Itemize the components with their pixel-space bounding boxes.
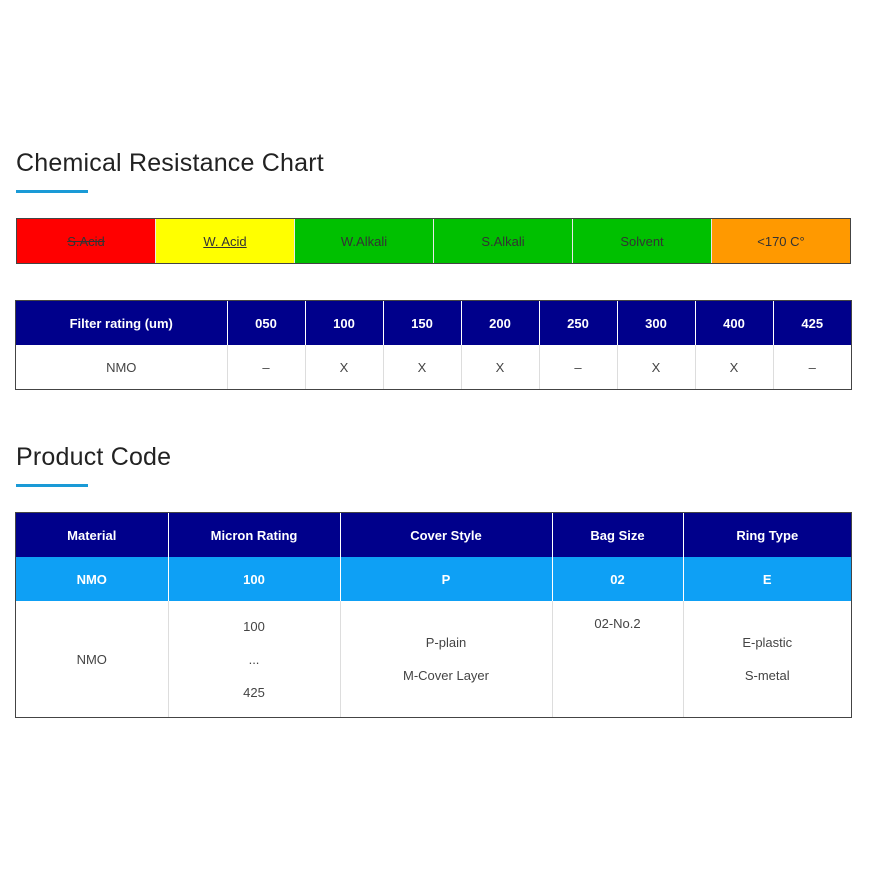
header-material: Material [16, 513, 169, 557]
detail-line: S-metal [744, 668, 790, 683]
detail-micron: 100 ... 425 [168, 601, 341, 717]
detail-line: 425 [243, 684, 265, 700]
detail-line: M-Cover Layer [403, 668, 489, 683]
rating-col-100: 100 [305, 301, 384, 345]
detail-cover: P-plain M-Cover Layer [340, 601, 553, 717]
filter-rating-header: Filter rating (um) [16, 301, 228, 345]
code-bag: 02 [552, 557, 684, 601]
table-row: NMO – X X X – X X – [16, 345, 851, 389]
rating-cell: X [617, 345, 696, 389]
chem-label: W.Alkali [340, 233, 388, 249]
rating-col-150: 150 [383, 301, 462, 345]
chemical-resistance-bar: S.Acid W. Acid W.Alkali S.Alkali Solvent… [16, 218, 851, 264]
code-micron: 100 [168, 557, 341, 601]
chem-temperature: <170 C° [712, 219, 850, 263]
header-cover-style: Cover Style [340, 513, 553, 557]
rating-cell: X [695, 345, 774, 389]
rating-col-425: 425 [773, 301, 851, 345]
product-code-table: Material Micron Rating Cover Style Bag S… [15, 512, 852, 718]
rating-col-200: 200 [461, 301, 540, 345]
chemical-resistance-title: Chemical Resistance Chart [16, 149, 324, 177]
rating-col-400: 400 [695, 301, 774, 345]
rating-col-050: 050 [227, 301, 306, 345]
detail-line: 100 [243, 618, 265, 634]
title-underline [16, 190, 88, 193]
detail-bag: 02-No.2 [552, 601, 684, 717]
header-ring-type: Ring Type [683, 513, 851, 557]
title-underline [16, 484, 88, 487]
detail-material: NMO [16, 601, 169, 717]
chem-label: S.Alkali [481, 233, 525, 249]
code-cover: P [340, 557, 553, 601]
code-example-row: NMO 100 P 02 E [16, 557, 851, 601]
product-code-title: Product Code [16, 443, 172, 471]
code-ring: E [683, 557, 851, 601]
rating-col-250: 250 [539, 301, 618, 345]
chem-label: Solvent [620, 233, 664, 249]
chem-label: S.Acid [67, 233, 105, 249]
rating-cell: X [305, 345, 384, 389]
chem-label: <170 C° [757, 233, 805, 249]
chem-strong-alkali: S.Alkali [434, 219, 573, 263]
code-detail-row: NMO 100 ... 425 P-plain M-Cover Layer 02… [16, 601, 851, 717]
chem-solvent: Solvent [573, 219, 712, 263]
detail-line: P-plain [425, 635, 467, 650]
rating-cell: X [461, 345, 540, 389]
detail-line: 02-No.2 [594, 616, 641, 631]
chem-strong-acid: S.Acid [17, 219, 156, 263]
filter-rating-table: Filter rating (um) 050 100 150 200 250 3… [15, 300, 852, 390]
chem-label: W. Acid [203, 233, 247, 249]
header-bag-size: Bag Size [552, 513, 684, 557]
chem-weak-alkali: W.Alkali [295, 219, 434, 263]
rating-cell: – [539, 345, 618, 389]
rating-cell: – [808, 359, 816, 375]
rating-col-300: 300 [617, 301, 696, 345]
detail-line: ... [248, 651, 260, 667]
header-micron-rating: Micron Rating [168, 513, 341, 557]
detail-line: E-plastic [742, 635, 793, 650]
row-label: NMO [16, 345, 228, 389]
code-material: NMO [16, 557, 169, 601]
rating-cell: X [383, 345, 462, 389]
detail-ring: E-plastic S-metal [683, 601, 851, 717]
chem-weak-acid: W. Acid [156, 219, 295, 263]
rating-cell: – [227, 345, 306, 389]
